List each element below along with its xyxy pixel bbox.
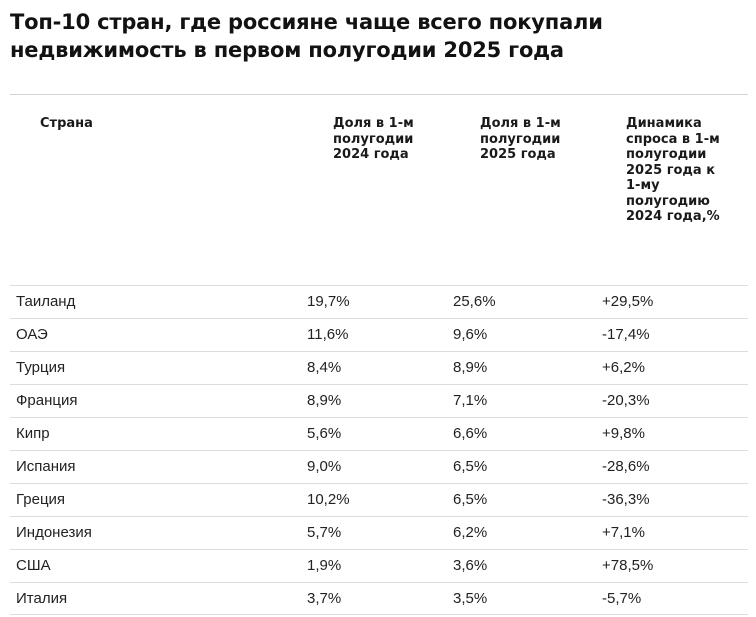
- table-row: Греция 10,2% 6,5% -36,3%: [10, 483, 748, 516]
- cell-share-2024: 19,7%: [307, 293, 350, 310]
- column-header-share-2024: Доля в 1-м полугодии 2024 года: [333, 116, 414, 162]
- cell-country: Испания: [16, 458, 76, 475]
- cell-share-2025: 7,1%: [453, 392, 488, 409]
- table-row: Турция 8,4% 8,9% +6,2%: [10, 351, 748, 384]
- cell-share-2024: 5,7%: [307, 524, 342, 541]
- cell-country: Италия: [16, 590, 68, 607]
- cell-dynamics: +7,1%: [602, 524, 645, 541]
- table-row: Испания 9,0% 6,5% -28,6%: [10, 450, 748, 483]
- cell-share-2025: 6,5%: [453, 491, 488, 508]
- cell-share-2025: 8,9%: [453, 359, 488, 376]
- cell-share-2025: 3,5%: [453, 590, 488, 607]
- cell-share-2025: 6,6%: [453, 425, 488, 442]
- table-row: ОАЭ 11,6% 9,6% -17,4%: [10, 318, 748, 351]
- cell-share-2024: 8,4%: [307, 359, 342, 376]
- cell-country: Кипр: [16, 425, 50, 442]
- cell-share-2024: 9,0%: [307, 458, 342, 475]
- cell-share-2024: 10,2%: [307, 491, 350, 508]
- cell-country: Индонезия: [16, 524, 92, 541]
- cell-dynamics: -36,3%: [602, 491, 650, 508]
- table-row: США 1,9% 3,6% +78,5%: [10, 549, 748, 582]
- page-title: Топ-10 стран, где россияне чаще всего по…: [10, 10, 603, 62]
- cell-dynamics: -5,7%: [602, 590, 642, 607]
- cell-share-2025: 3,6%: [453, 557, 488, 574]
- table-row: Индонезия 5,7% 6,2% +7,1%: [10, 516, 748, 549]
- cell-share-2025: 6,2%: [453, 524, 488, 541]
- cell-dynamics: +78,5%: [602, 557, 654, 574]
- cell-share-2025: 6,5%: [453, 458, 488, 475]
- cell-country: США: [16, 557, 51, 574]
- cell-share-2024: 11,6%: [307, 326, 349, 343]
- table-row: Кипр 5,6% 6,6% +9,8%: [10, 417, 748, 450]
- cell-dynamics: +9,8%: [602, 425, 645, 442]
- cell-country: ОАЭ: [16, 326, 48, 343]
- cell-dynamics: +6,2%: [602, 359, 645, 376]
- cell-dynamics: -17,4%: [602, 326, 650, 343]
- cell-share-2025: 25,6%: [453, 293, 496, 310]
- column-header-country: Страна: [40, 116, 93, 131]
- column-header-dynamics: Динамика спроса в 1-м полугодии 2025 год…: [626, 116, 720, 224]
- cell-country: Таиланд: [16, 293, 76, 310]
- cell-share-2024: 8,9%: [307, 392, 342, 409]
- cell-country: Франция: [16, 392, 78, 409]
- cell-share-2024: 5,6%: [307, 425, 342, 442]
- cell-share-2024: 3,7%: [307, 590, 342, 607]
- table-body: Таиланд 19,7% 25,6% +29,5% ОАЭ 11,6% 9,6% -17,4…: [10, 285, 748, 615]
- table-row: Таиланд 19,7% 25,6% +29,5%: [10, 285, 748, 318]
- cell-country: Греция: [16, 491, 66, 508]
- cell-dynamics: +29,5%: [602, 293, 654, 310]
- cell-share-2024: 1,9%: [307, 557, 342, 574]
- cell-share-2025: 9,6%: [453, 326, 488, 343]
- column-header-share-2025: Доля в 1-м полугодии 2025 года: [480, 116, 561, 162]
- table-row: Италия 3,7% 3,5% -5,7%: [10, 582, 748, 615]
- header-divider: [10, 94, 748, 95]
- table-row: Франция 8,9% 7,1% -20,3%: [10, 384, 748, 417]
- cell-dynamics: -28,6%: [602, 458, 650, 475]
- cell-country: Турция: [16, 359, 66, 376]
- cell-dynamics: -20,3%: [602, 392, 650, 409]
